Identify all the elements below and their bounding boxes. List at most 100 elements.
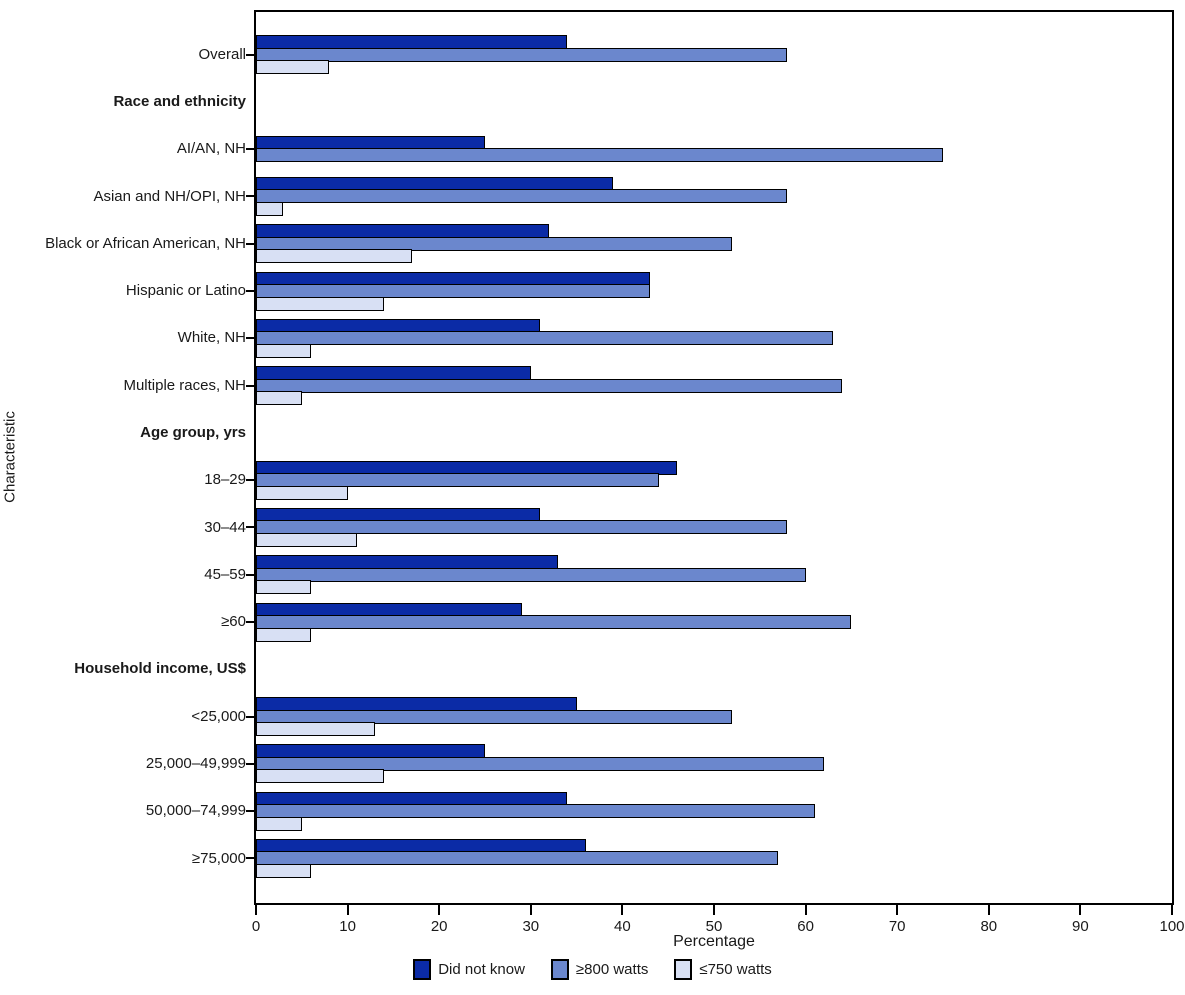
bar-stack [256, 697, 1172, 737]
row-bars [246, 835, 1172, 882]
category-group-label: Age group, yrs [140, 424, 246, 442]
bar-le-750-watts [256, 627, 311, 642]
bar-le-750-watts [256, 580, 311, 595]
category-data-row: ≥60 [0, 598, 1185, 645]
row-bars [246, 267, 1172, 314]
bar-stack [256, 838, 1172, 878]
bar-stack [256, 176, 1172, 216]
x-axis-tick-label: 20 [430, 918, 448, 935]
category-group-label: Race and ethnicity [113, 93, 246, 111]
x-axis-tick-label: 70 [888, 918, 906, 935]
category-data-row: Overall [0, 31, 1185, 78]
x-axis-tick [713, 905, 715, 915]
category-header-row: Household income, US$ [0, 646, 1185, 693]
x-axis-tick [1171, 905, 1173, 915]
bar-ge-800-watts [256, 520, 788, 535]
bar-stack [256, 460, 1172, 500]
category-data-row: 30–44 [0, 504, 1185, 551]
x-axis-tick [896, 905, 899, 915]
bar-ge-800-watts [256, 378, 843, 393]
x-axis-tick-label: 30 [522, 918, 540, 935]
bar-le-750-watts [256, 485, 348, 500]
bar-le-750-watts [256, 391, 302, 406]
category-data-row: 45–59 [0, 551, 1185, 598]
y-axis-tick [246, 195, 256, 198]
category-header-row: Race and ethnicity [0, 78, 1185, 125]
bar-le-750-watts [256, 249, 412, 264]
category-label: Overall [198, 45, 246, 63]
bar-le-750-watts [256, 863, 311, 878]
bar-ge-800-watts [256, 473, 660, 488]
y-axis-tick [246, 526, 256, 529]
bar-le-750-watts [256, 816, 302, 831]
bar-stack [256, 555, 1172, 595]
bar-stack [256, 224, 1172, 264]
y-axis-tick [246, 621, 256, 624]
category-label: White, NH [177, 329, 246, 347]
y-axis-tick [246, 715, 256, 718]
category-label: Hispanic or Latino [125, 282, 246, 300]
x-axis-title: Percentage [673, 933, 755, 950]
bar-le-750-watts [256, 201, 284, 216]
y-axis-tick [246, 337, 256, 340]
category-label: Black or African American, NH [45, 234, 246, 252]
x-axis-tick [621, 905, 624, 915]
category-data-row: 18–29 [0, 457, 1185, 504]
bar-le-750-watts [256, 60, 330, 75]
x-axis-tick-label: 90 [1072, 918, 1089, 935]
y-axis-tick [246, 479, 256, 482]
bar-ge-800-watts [256, 851, 779, 866]
row-bars [246, 740, 1172, 787]
x-axis-tick-label: 100 [1159, 918, 1185, 935]
row-bars [246, 457, 1172, 504]
bar-ge-800-watts [256, 567, 806, 582]
x-axis-tick [987, 905, 990, 915]
category-label: Multiple races, NH [123, 376, 246, 394]
category-data-row: <25,000 [0, 693, 1185, 740]
category-data-row: ≥75,000 [0, 835, 1185, 882]
row-bars [246, 504, 1172, 551]
row-bars [246, 220, 1172, 267]
row-bars [246, 788, 1172, 835]
row-bars [256, 409, 1172, 456]
row-bars [246, 551, 1172, 598]
y-axis-tick [246, 857, 256, 860]
category-group-label: Household income, US$ [74, 660, 246, 678]
row-bars [246, 31, 1172, 78]
category-label: 50,000–74,999 [145, 802, 246, 820]
legend-label-le-750-watts: ≤750 watts [699, 961, 772, 978]
legend-swatch-did-not-know [413, 959, 432, 980]
bar-stack [256, 318, 1172, 358]
bar-ge-800-watts [256, 709, 733, 724]
row-bars [246, 693, 1172, 740]
x-axis-tick-label: 80 [980, 918, 998, 935]
legend-swatch-ge-800-watts [550, 959, 569, 980]
x-axis-tick-label: 10 [339, 918, 356, 935]
x-axis-tick [255, 905, 257, 915]
y-axis-tick [246, 810, 256, 813]
bar-le-750-watts [256, 296, 385, 311]
x-axis-tick [804, 905, 807, 915]
legend-swatch-le-750-watts [674, 959, 693, 980]
bar-ge-800-watts [256, 804, 815, 819]
x-axis-tick-label: 40 [614, 918, 631, 935]
category-label: ≥60 [221, 613, 246, 631]
category-data-row: 50,000–74,999 [0, 788, 1185, 835]
bar-stack [256, 507, 1172, 547]
category-label: <25,000 [191, 707, 246, 725]
bar-stack [256, 791, 1172, 831]
category-label: 45–59 [204, 565, 246, 583]
row-bars [256, 78, 1172, 125]
x-axis-tick-label: 60 [797, 918, 814, 935]
category-label: 18–29 [204, 471, 246, 489]
category-label: 30–44 [204, 518, 246, 536]
x-axis-tick-label: 0 [251, 918, 261, 935]
row-bars [246, 362, 1172, 409]
bar-ge-800-watts [256, 284, 650, 299]
x-axis-tick-label: 50 [705, 918, 723, 935]
row-bars [256, 646, 1172, 693]
bar-le-750-watts [256, 343, 311, 358]
x-axis: 0 10 20 30 40 50 60 70 80 90 100 [252, 905, 1185, 941]
row-bars [246, 315, 1172, 362]
